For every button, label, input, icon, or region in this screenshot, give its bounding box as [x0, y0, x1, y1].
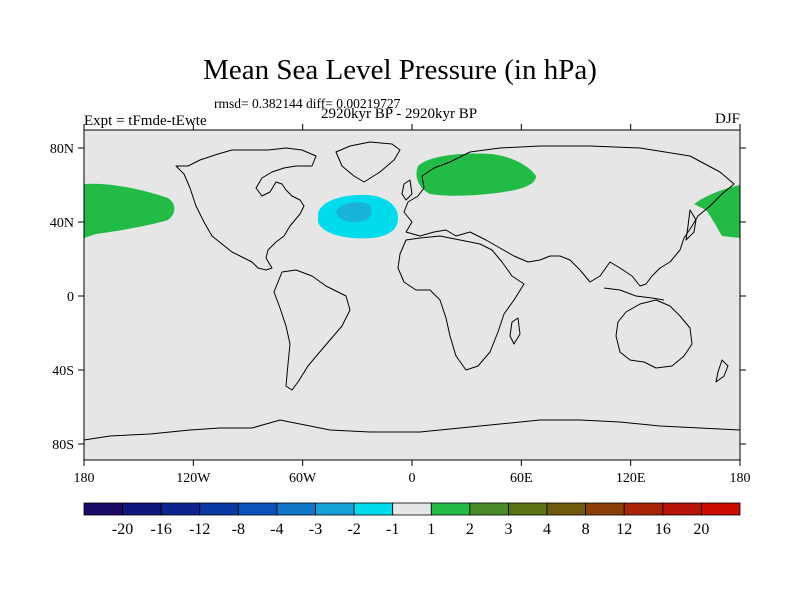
anomaly-north-pacific-east [84, 183, 175, 238]
colorbar-label: -8 [232, 521, 245, 538]
colorbar-swatch [199, 502, 239, 516]
period-label: 2920kyr BP - 2920kyr BP [321, 106, 478, 122]
colorbar-swatch [430, 502, 471, 516]
season-label: DJF [714, 111, 740, 127]
lat-label: 80N [50, 142, 74, 157]
coast-eurasia [403, 145, 735, 287]
longitude-axis: 180 120W 60W 0 60E 120E 180 [74, 124, 751, 486]
colorbar-label: -2 [347, 521, 360, 538]
colorbar: -20 -16 -12 -8 -4 -3 -2 -1 1 2 3 4 8 12 16 20 [83, 502, 741, 538]
colorbar-label: 1 [427, 521, 435, 538]
colorbar-label: 20 [693, 521, 709, 538]
coast-new-zealand [715, 359, 729, 383]
experiment-label: Expt = tFmde-tEwte [84, 113, 207, 129]
coast-uk [401, 179, 413, 201]
lat-label: 40N [50, 216, 74, 231]
coast-indonesia [603, 287, 665, 301]
anomaly-north-pacific-west [694, 185, 740, 238]
colorbar-label: -12 [189, 521, 210, 538]
stats-subtitle: rmsd= 0.382144 diff= 0.00219727 [214, 96, 401, 111]
coast-greenland [335, 141, 401, 183]
colorbar-swatch [508, 502, 548, 516]
colorbar-swatch [662, 502, 702, 516]
colorbar-label: -1 [386, 521, 399, 538]
colorbar-swatch [701, 502, 741, 516]
colorbar-swatch [353, 502, 394, 516]
lon-label: 120W [176, 471, 211, 486]
colorbar-label: -20 [112, 521, 133, 538]
coast-japan [685, 209, 697, 241]
coast-north-america [175, 147, 317, 271]
map-background [84, 130, 740, 460]
lat-label: 0 [67, 290, 74, 305]
colorbar-label: 12 [616, 521, 632, 538]
colorbar-swatch [160, 502, 201, 516]
anomaly-northern-eurasia [416, 153, 536, 196]
colorbar-label: 3 [504, 521, 512, 538]
colorbar-swatch [392, 502, 432, 516]
anomaly-layer [84, 153, 740, 239]
colorbar-swatch [623, 502, 664, 516]
colorbar-label: 8 [582, 521, 590, 538]
coast-antarctica [83, 419, 741, 441]
lon-label: 60W [289, 471, 317, 486]
colorbar-swatch [237, 502, 278, 516]
colorbar-swatch [546, 502, 587, 516]
lon-label: 180 [730, 471, 751, 486]
lat-label: 80S [52, 438, 74, 453]
colorbar-swatch [469, 502, 509, 516]
colorbar-swatch [83, 502, 123, 516]
colorbar-swatch [585, 502, 625, 516]
colorbar-label: -3 [309, 521, 322, 538]
lon-label: 120E [616, 471, 646, 486]
coast-madagascar [509, 317, 521, 345]
colorbar-label: 4 [543, 521, 551, 538]
colorbar-swatch [276, 502, 316, 516]
colorbar-label: -16 [151, 521, 172, 538]
colorbar-swatch [122, 502, 162, 516]
coast-australia [615, 299, 693, 369]
colorbar-swatch [315, 502, 355, 516]
lon-label: 0 [409, 471, 416, 486]
coast-south-america [273, 269, 351, 391]
chart-title: Mean Sea Level Pressure (in hPa) [203, 54, 597, 86]
colorbar-label: -4 [270, 521, 283, 538]
colorbar-label: 16 [655, 521, 671, 538]
anomaly-north-atlantic-core [336, 202, 372, 223]
colorbar-label: 2 [466, 521, 474, 538]
lon-label: 180 [74, 471, 95, 486]
coastline-layer [83, 141, 741, 441]
latitude-axis: 80N 40N 0 40S 80S [50, 142, 746, 453]
coast-africa [397, 235, 525, 371]
lat-label: 40S [52, 364, 74, 379]
lon-label: 60E [510, 471, 533, 486]
